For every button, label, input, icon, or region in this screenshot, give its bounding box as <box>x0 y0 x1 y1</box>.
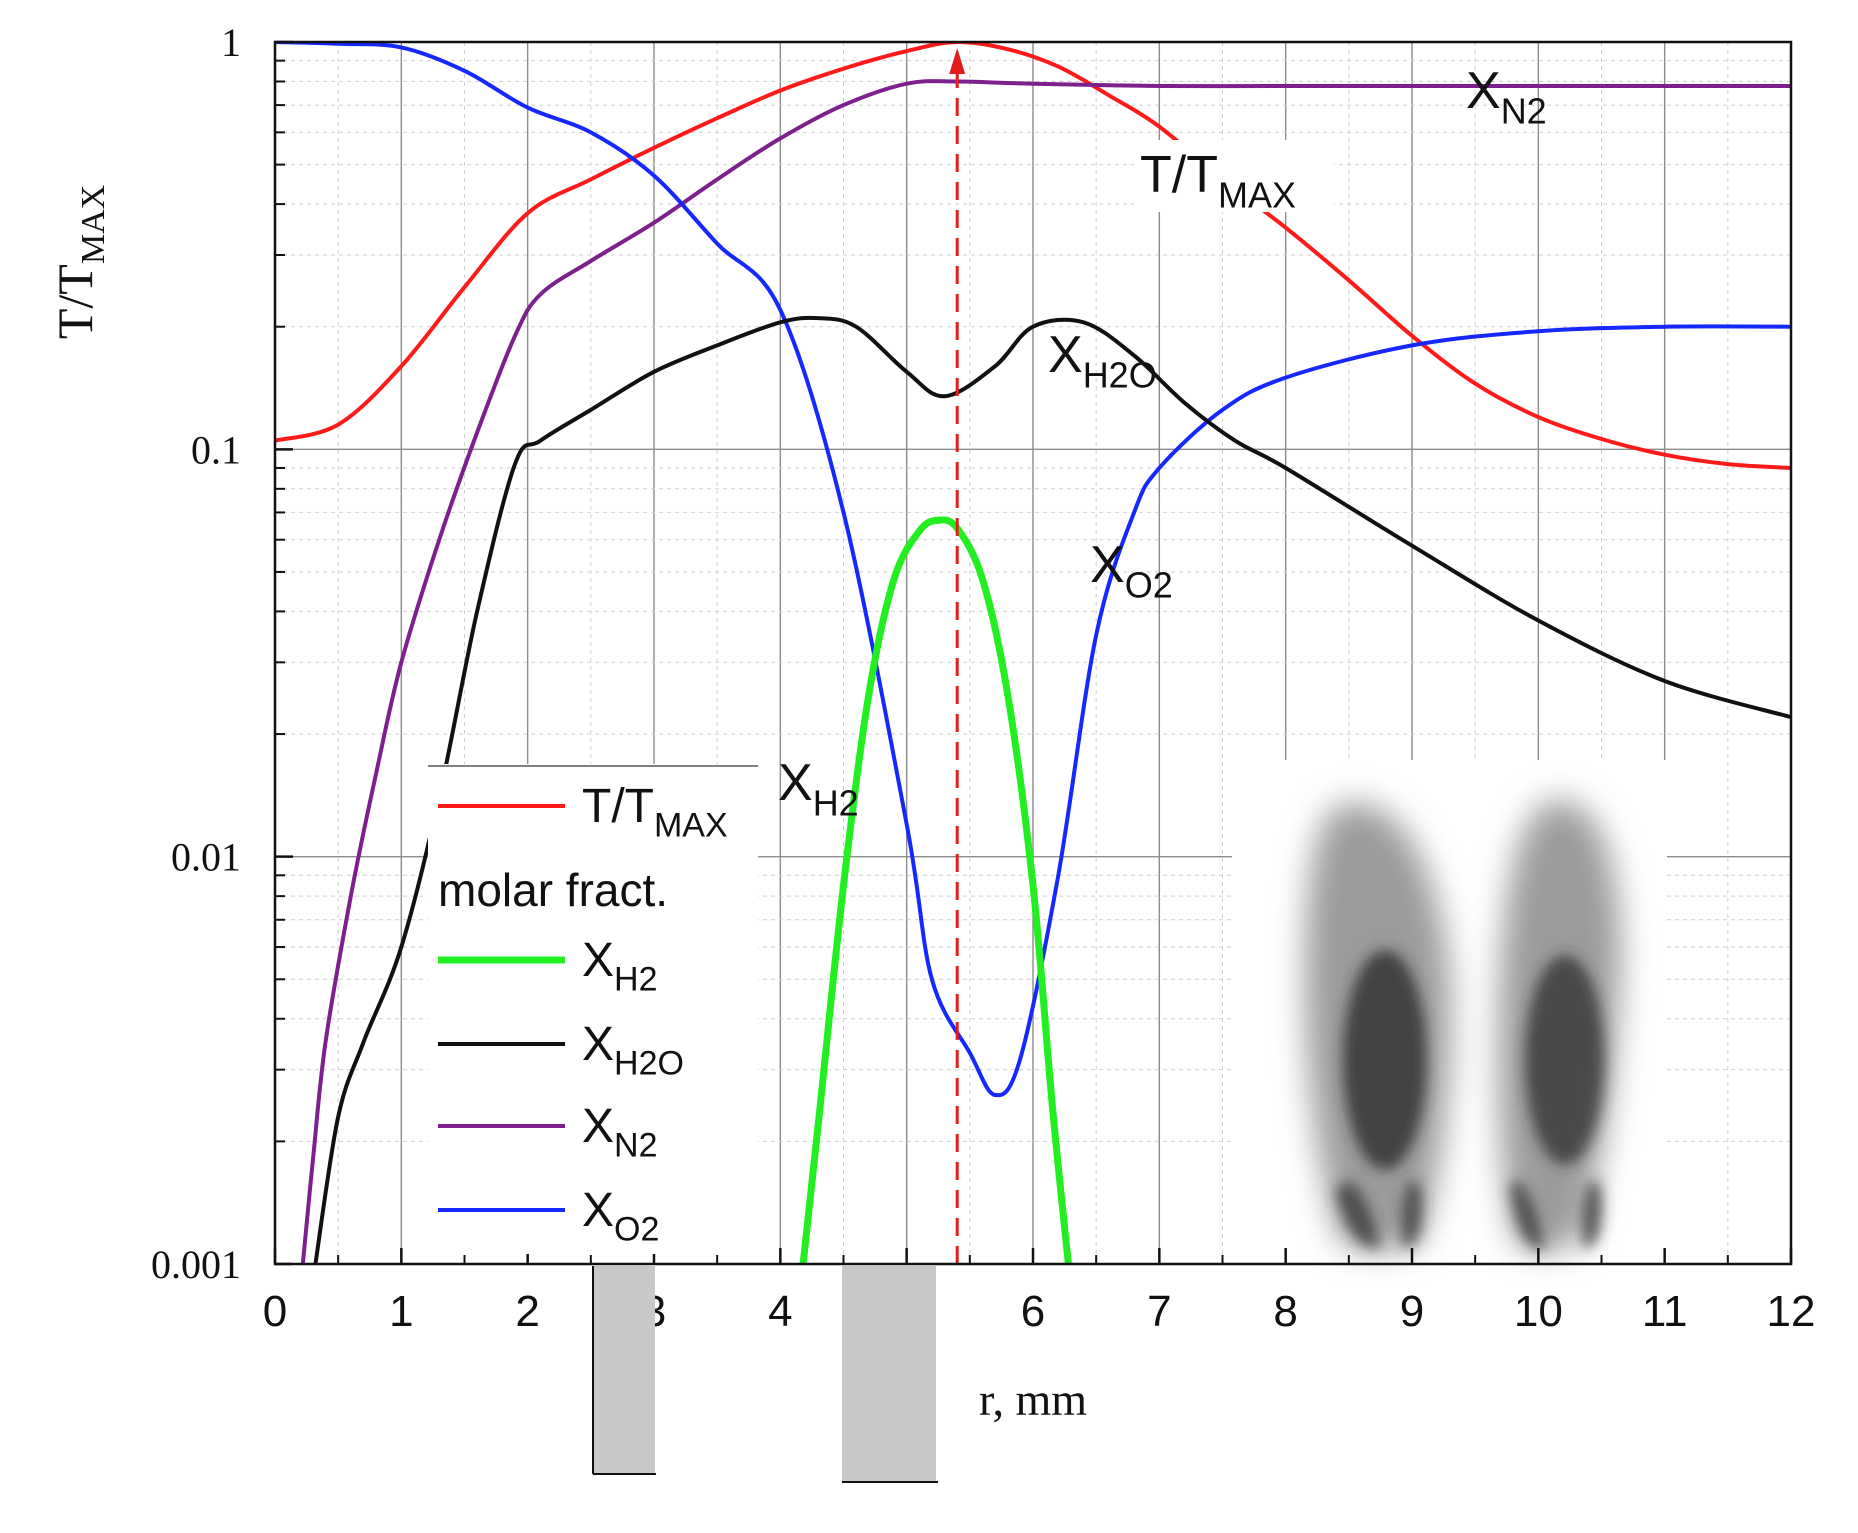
series-line-t <box>275 42 1791 470</box>
legend-label-n2-sub: N2 <box>614 1126 657 1164</box>
x-tick-label: 4 <box>768 1287 792 1336</box>
y-tick-label: 0.001 <box>151 1242 241 1287</box>
annotation-background <box>1134 140 1334 212</box>
x-tick-label: 1 <box>389 1287 413 1336</box>
legend-label-t-sub: MAX <box>654 806 728 844</box>
svg-text:T/TMAX: T/TMAX <box>47 185 112 339</box>
x-tick-label: 11 <box>1642 1287 1688 1336</box>
legend-label-n2: XN2 <box>582 1100 657 1164</box>
marker-arrowhead <box>949 48 966 74</box>
legend-label-n2-main: X <box>582 1100 614 1153</box>
y-tick-label: 0.1 <box>191 427 241 472</box>
annotation-t: T/TMAX <box>1140 146 1296 216</box>
x-tick-label: 9 <box>1400 1287 1424 1336</box>
x-tick-label: 0 <box>263 1287 287 1336</box>
ticks: 012345678910111210.10.010.001 <box>151 20 1815 1336</box>
annotation-n2: XN2 <box>1466 62 1547 132</box>
x-tick-label: 8 <box>1273 1287 1297 1336</box>
burner-sketch <box>592 1266 938 1483</box>
annotation-n2-sub: N2 <box>1501 91 1547 132</box>
legend-label-h2o: XH2O <box>582 1018 684 1082</box>
legend-label-h2-main: X <box>582 934 614 987</box>
legend-label-t: T/TMAX <box>582 780 728 844</box>
annotation-h2o: XH2O <box>1048 326 1157 396</box>
y-tick-label: 0.01 <box>171 835 241 880</box>
legend-heading: molar fract. <box>438 864 668 916</box>
y-tick-label: 1 <box>221 20 241 65</box>
x-axis-label: r, mm <box>979 1374 1087 1425</box>
annotation-h2: XH2 <box>778 754 859 824</box>
series-layer <box>275 42 1791 1264</box>
x-tick-label: 12 <box>1767 1287 1816 1336</box>
x-tick-label: 10 <box>1514 1287 1563 1336</box>
legend-label-o2-main: X <box>582 1184 614 1237</box>
legend-label-o2: XO2 <box>582 1184 659 1248</box>
x-tick-label: 2 <box>515 1287 539 1336</box>
annotation-o2: XO2 <box>1090 536 1173 606</box>
y-axis-label-main: T/T <box>47 264 103 339</box>
flame-image <box>1232 760 1667 1260</box>
legend-label-h2o-sub: H2O <box>614 1044 684 1082</box>
series-line-o2 <box>275 42 1791 1098</box>
annotation-o2-main: X <box>1090 536 1125 594</box>
legend-label-o2-sub: O2 <box>614 1210 659 1248</box>
legend-label-h2-sub: H2 <box>614 960 657 998</box>
x-tick-label: 6 <box>1021 1287 1045 1336</box>
x-tick-label: 7 <box>1147 1287 1171 1336</box>
annotation-h2o-main: X <box>1048 326 1083 384</box>
annotation-h2-sub: H2 <box>813 783 859 824</box>
annotation-t-main: T/T <box>1140 146 1218 204</box>
legend-label-h2: XH2 <box>582 934 657 998</box>
annotation-t-sub: MAX <box>1218 175 1296 216</box>
annotation-h2-main: X <box>778 754 813 812</box>
legend-label-h2o-main: X <box>582 1018 614 1071</box>
series-line-h2 <box>799 516 1072 1264</box>
annotation-n2-main: X <box>1466 62 1501 120</box>
y-axis-label: T/TMAX <box>47 185 112 339</box>
annotation-h2o-sub: H2O <box>1083 355 1157 396</box>
burner-block-left <box>593 1266 655 1473</box>
legend-box <box>428 764 758 1254</box>
max-temperature-marker <box>949 48 966 1264</box>
y-axis-label-sub: MAX <box>75 185 112 264</box>
burner-block-right <box>842 1266 936 1482</box>
annotation-o2-sub: O2 <box>1125 565 1173 606</box>
legend-label-t-main: T/T <box>582 780 654 833</box>
